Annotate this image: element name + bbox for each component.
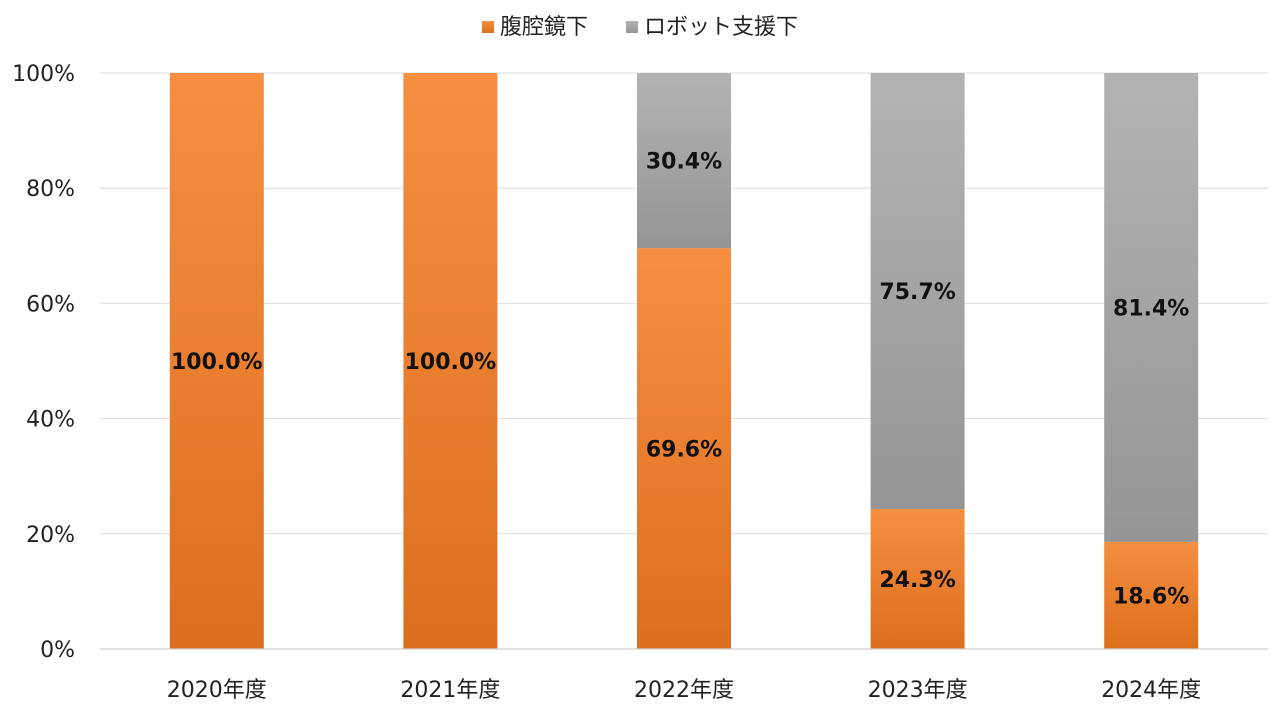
- y-tick-label: 100%: [12, 62, 75, 87]
- bar-segment: [403, 73, 498, 649]
- data-label: 75.7%: [879, 280, 955, 305]
- data-label: 100.0%: [171, 350, 263, 375]
- x-tick-label: 2024年度: [1101, 678, 1201, 703]
- x-axis-ticks: 2020年度 2021年度 2022年度 2023年度 2024年度: [167, 678, 1201, 703]
- legend-swatch: [626, 21, 638, 33]
- y-tick-label: 40%: [26, 408, 75, 433]
- x-tick-label: 2023年度: [868, 678, 968, 703]
- bar-segment: [1104, 541, 1199, 649]
- x-tick-label: 2020年度: [167, 678, 267, 703]
- bar-segment: [169, 73, 264, 649]
- data-label: 69.6%: [646, 438, 722, 463]
- y-tick-label: 80%: [26, 177, 75, 202]
- data-label: 100.0%: [405, 350, 497, 375]
- legend-label: ロボット支援下: [644, 15, 798, 40]
- data-label: 24.3%: [879, 568, 955, 593]
- legend-swatch: [481, 21, 494, 33]
- bars: [169, 73, 1199, 649]
- bar-segment: [637, 73, 731, 249]
- y-tick-label: 0%: [40, 638, 75, 663]
- x-tick-label: 2022年度: [634, 678, 734, 703]
- bar-segment: [870, 73, 965, 510]
- legend: 腹腔鏡下 ロボット支援下: [481, 15, 798, 40]
- data-label: 18.6%: [1113, 584, 1189, 609]
- y-tick-label: 60%: [26, 292, 75, 317]
- legend-label: 腹腔鏡下: [500, 15, 588, 40]
- x-tick-label: 2021年度: [400, 678, 500, 703]
- data-labels: 100.0% 100.0% 69.6% 30.4% 24.3% 75.7% 18.6% 81.…: [171, 150, 1189, 610]
- y-axis-ticks: 0% 20% 40% 60% 80% 100%: [12, 62, 75, 663]
- bar-segment: [870, 509, 965, 649]
- y-tick-label: 20%: [26, 523, 75, 548]
- bar-segment: [637, 248, 731, 649]
- bar-segment: [1104, 73, 1199, 542]
- data-label: 81.4%: [1113, 296, 1189, 321]
- data-label: 30.4%: [646, 150, 722, 175]
